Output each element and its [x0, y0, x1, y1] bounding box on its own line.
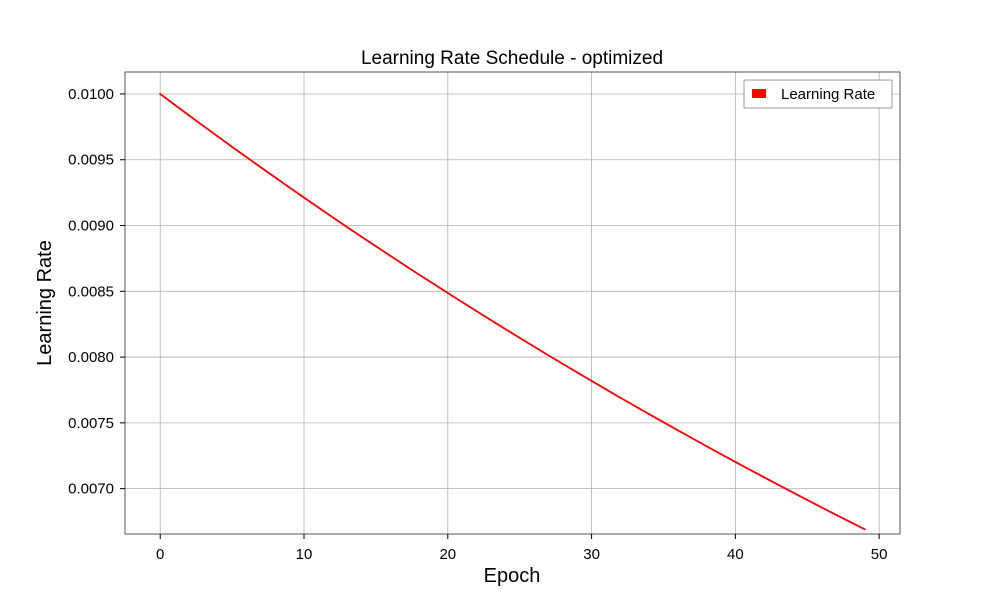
data-point — [547, 354, 550, 357]
data-point — [748, 468, 751, 471]
y-tick-label: 0.0095 — [68, 152, 114, 169]
series-layer — [159, 93, 866, 531]
data-point — [763, 476, 766, 479]
data-point — [648, 413, 650, 416]
series-line-learning-rate — [159, 93, 866, 531]
data-point — [619, 396, 622, 399]
x-tick-label: 0 — [156, 546, 164, 563]
data-point — [490, 319, 492, 322]
data-point — [633, 404, 636, 407]
data-point — [863, 528, 866, 531]
data-point — [791, 491, 794, 494]
data-point — [375, 245, 377, 248]
y-tick-label: 0.0080 — [68, 349, 114, 366]
data-point — [245, 156, 248, 159]
data-point — [849, 521, 852, 523]
data-point — [662, 421, 665, 424]
data-point — [533, 345, 535, 348]
data-point — [159, 93, 162, 95]
data-point — [806, 499, 809, 501]
grid-layer — [125, 72, 900, 534]
data-point — [446, 292, 449, 294]
data-point — [403, 264, 406, 267]
data-point — [518, 336, 521, 339]
y-axis-title: Learning Rate — [34, 240, 56, 366]
data-point — [691, 437, 694, 440]
data-point — [173, 103, 176, 106]
data-point — [605, 388, 607, 391]
data-point — [576, 371, 579, 374]
x-axis: 0 10 20 30 40 50 — [156, 534, 887, 563]
data-point — [820, 506, 823, 509]
data-point — [432, 282, 435, 285]
legend-swatch-learning-rate — [752, 89, 766, 98]
y-tick-label: 0.0100 — [68, 86, 114, 103]
data-point — [303, 196, 305, 199]
y-tick-label: 0.0070 — [68, 481, 114, 498]
data-point — [705, 445, 708, 448]
data-point — [317, 206, 320, 209]
data-point — [288, 186, 291, 189]
y-tick-label: 0.0090 — [68, 218, 114, 235]
data-point — [418, 273, 420, 276]
data-point — [389, 254, 392, 257]
data-point — [346, 226, 349, 228]
x-tick-label: 40 — [727, 546, 744, 563]
data-point — [561, 363, 564, 365]
data-point — [734, 461, 737, 463]
x-tick-label: 20 — [439, 546, 456, 563]
x-tick-label: 10 — [296, 546, 313, 563]
data-point — [504, 328, 507, 330]
y-axis: 0.0070 0.0075 0.0080 0.0085 0.0090 0.0095 0.01… — [68, 86, 125, 498]
data-point — [202, 125, 205, 127]
data-point — [188, 114, 190, 117]
data-point — [590, 379, 593, 382]
plot-area-frame — [124, 71, 901, 535]
data-point — [475, 310, 478, 313]
chart-title: Learning Rate Schedule - optimized — [361, 48, 663, 69]
legend: Learning Rate — [743, 79, 893, 109]
data-point — [216, 135, 219, 138]
x-tick-label: 50 — [871, 546, 888, 563]
data-point — [461, 301, 464, 303]
y-tick-label: 0.0085 — [68, 283, 114, 300]
data-point — [360, 235, 363, 238]
data-point — [777, 484, 780, 486]
data-point — [720, 453, 722, 456]
x-axis-title: Epoch — [484, 565, 541, 587]
data-point — [835, 513, 837, 516]
data-point — [259, 166, 262, 169]
data-point — [274, 176, 277, 179]
legend-box — [743, 79, 893, 109]
data-point — [331, 216, 334, 219]
data-point — [231, 145, 234, 148]
legend-label-learning-rate: Learning Rate — [781, 86, 875, 103]
y-tick-label: 0.0075 — [68, 415, 114, 432]
data-point — [676, 429, 679, 432]
x-tick-label: 30 — [583, 546, 600, 563]
